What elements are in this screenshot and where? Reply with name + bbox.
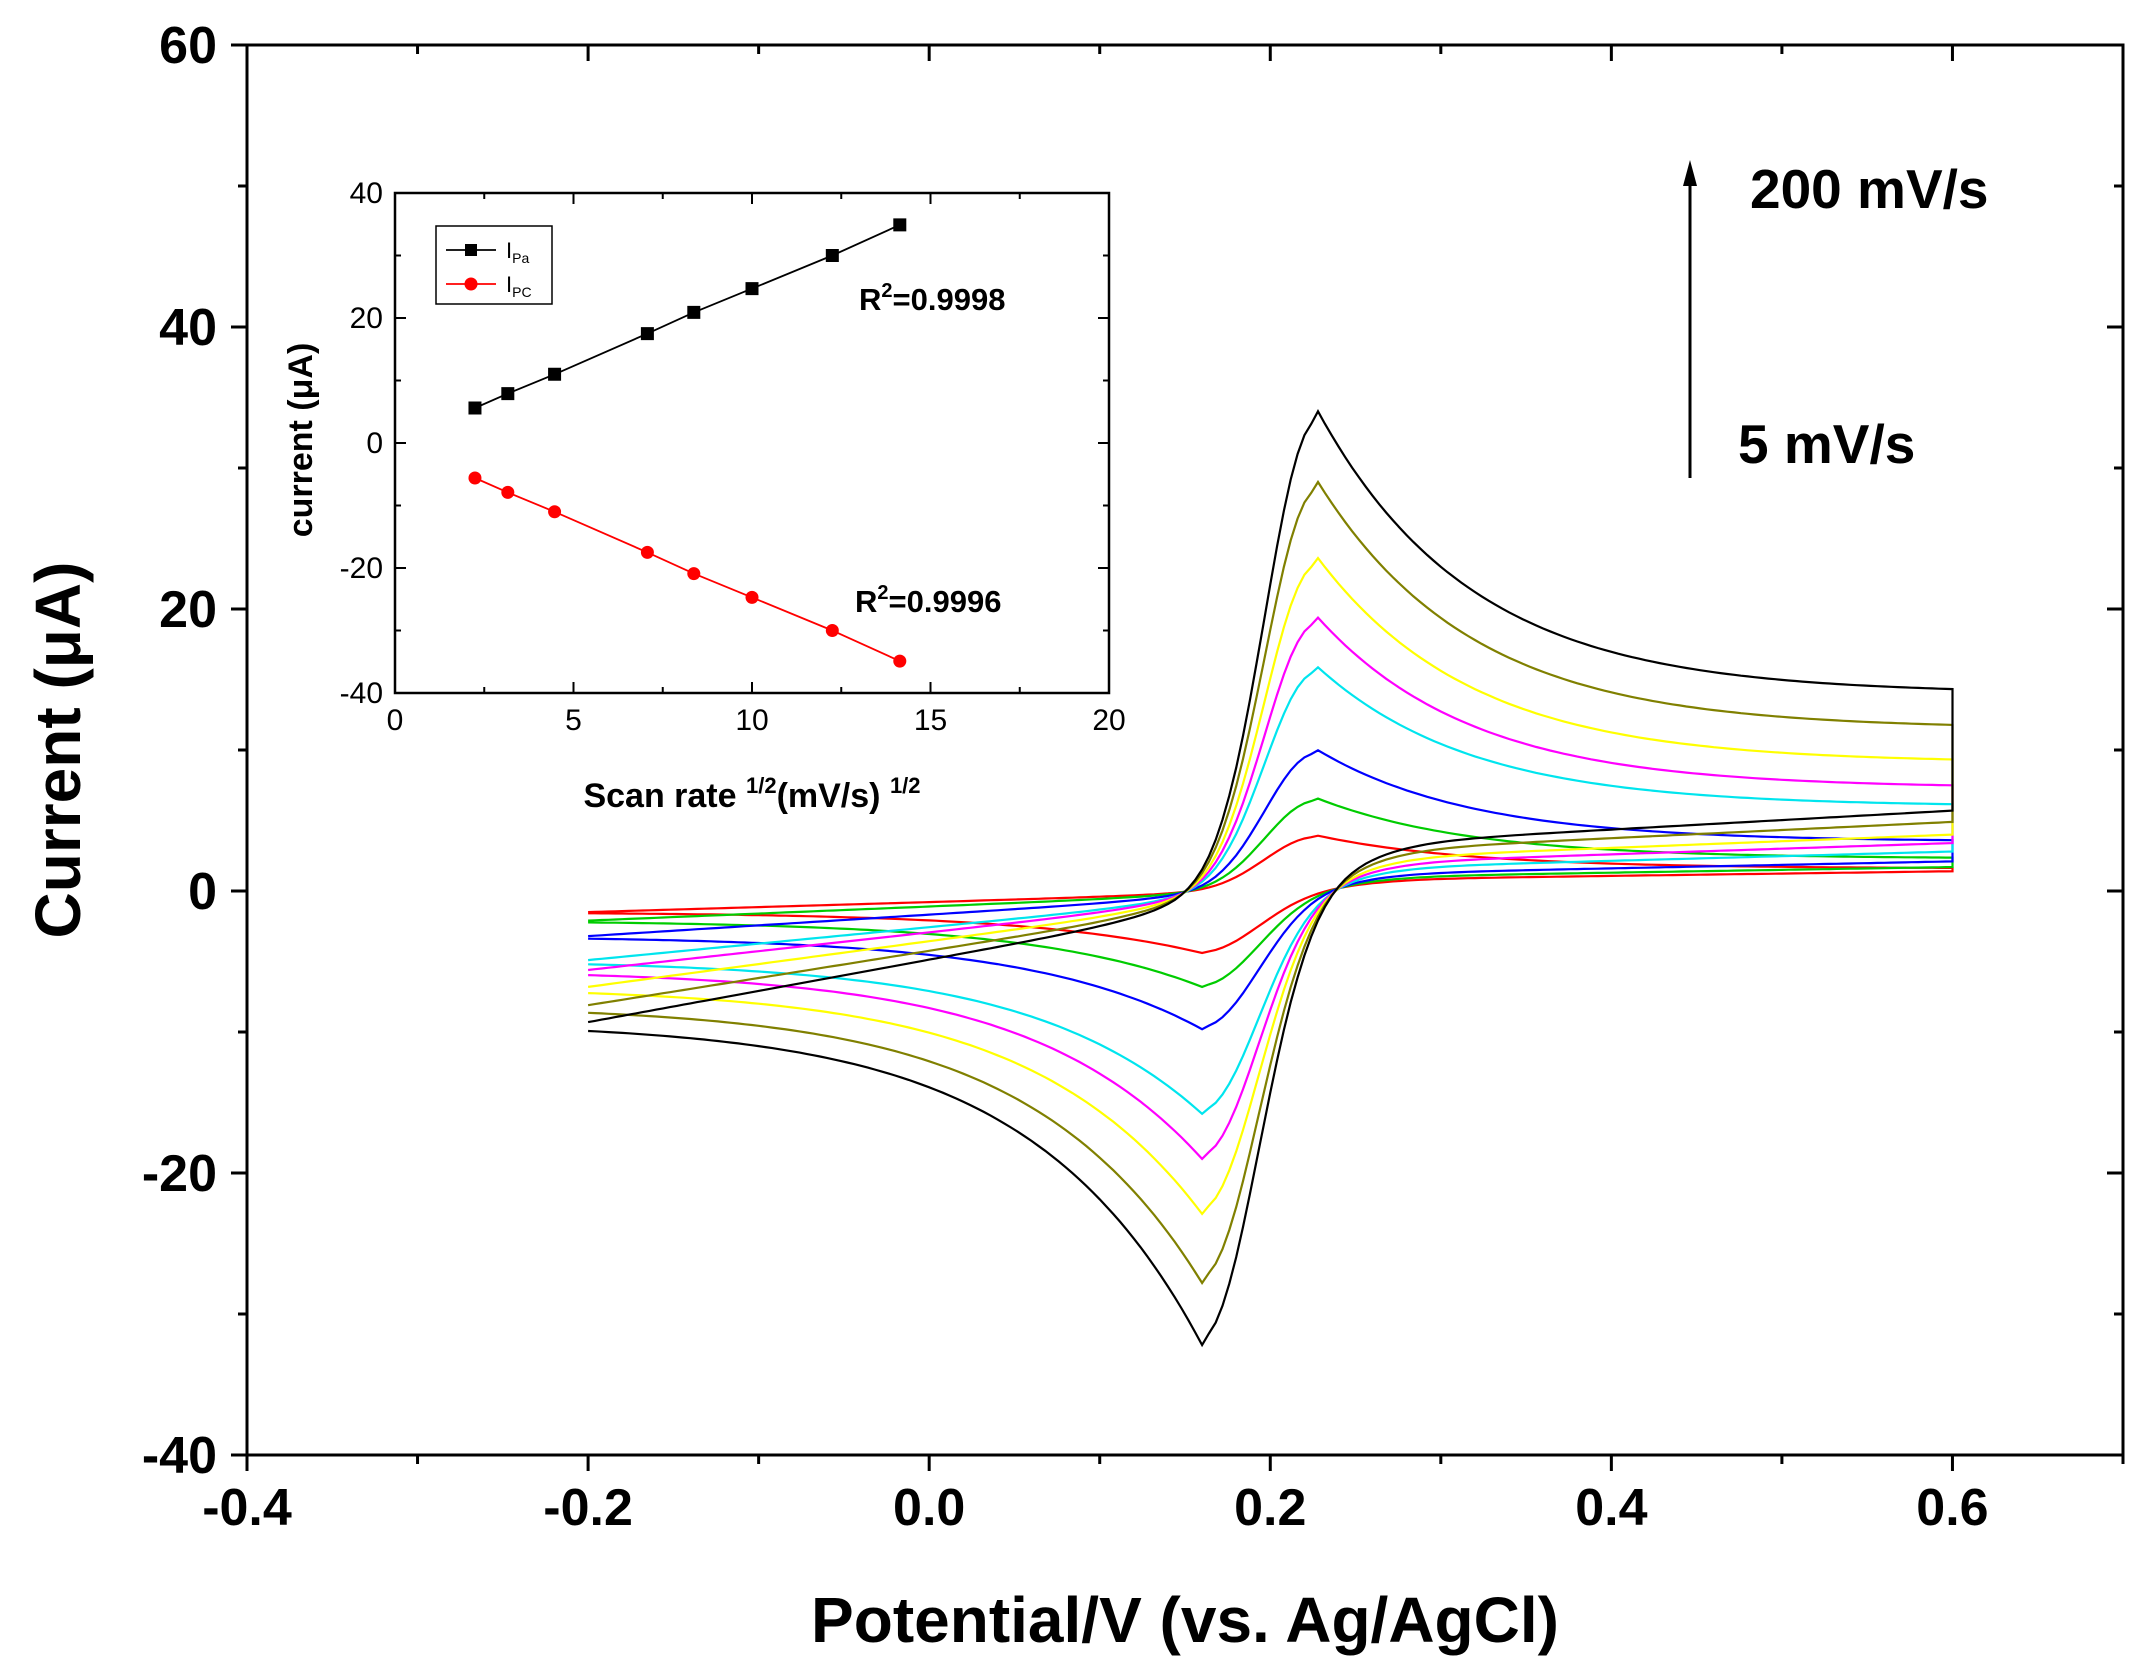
main-x-tick-label: 0.6	[1916, 1479, 1988, 1537]
scan-rate-arrow-head	[1683, 160, 1697, 186]
inset-point-IPC	[745, 590, 759, 604]
main-y-tick-label: 20	[159, 581, 217, 639]
inset-x-tick-label: 0	[387, 704, 404, 737]
main-y-tick-label: -40	[142, 1427, 217, 1485]
inset-point-IPC	[501, 485, 515, 499]
inset-point-IPC	[640, 545, 654, 559]
inset-point-IPC	[825, 624, 839, 637]
inset-line-IPC	[474, 477, 901, 662]
inset-x-tick-label: 15	[914, 704, 947, 737]
inset-point-IPC	[468, 471, 482, 485]
r2-ipc-annotation: R2=0.9996	[855, 582, 1001, 619]
inset-point-IPC	[548, 505, 562, 519]
main-cv-curves	[587, 408, 1954, 1348]
inset-point-IPa	[745, 282, 759, 296]
main-y-tick-label: 0	[188, 863, 217, 921]
inset-y-tick-label: 0	[366, 427, 383, 460]
main-x-tick-label: 0.0	[893, 1479, 965, 1537]
main-x-tick-label: 0.2	[1234, 1479, 1306, 1537]
inset-point-IPa	[893, 218, 907, 232]
legend-ipa-square-marker	[465, 244, 477, 256]
main-axis-tick-labels: -0.4 -0.2 0.0 0.2 0.4 0.6 -40 -20 0 20 40 60	[142, 17, 1989, 1537]
legend-ipc-circle-marker	[464, 277, 478, 291]
annotation-200-mvs: 200 mV/s	[1750, 158, 1989, 220]
inset-point-IPa	[468, 401, 482, 415]
inset-point-IPC	[893, 654, 907, 668]
inset-legend-box	[435, 225, 553, 305]
inset-point-IPa	[501, 387, 515, 401]
main-axis-ticks	[231, 43, 2125, 1471]
inset-axis-ticks	[394, 192, 1110, 694]
inset-series	[468, 218, 907, 668]
inset-line-IPa	[474, 224, 901, 409]
inset-point-IPa	[640, 327, 654, 341]
legend-ipa-label: IPa	[506, 238, 529, 266]
main-y-tick-label: 40	[159, 299, 217, 357]
annotation-5-mvs: 5 mV/s	[1738, 413, 1915, 475]
inset-point-IPa	[687, 305, 701, 319]
cv-curve-200-mV-s	[587, 408, 1954, 1348]
inset-point-IPC	[687, 567, 701, 581]
inset-x-axis-title: Scan rate 1/2(mV/s) 1/2	[583, 773, 920, 815]
main-x-tick-label: 0.4	[1575, 1479, 1647, 1537]
inset-x-tick-label: 20	[1092, 704, 1125, 737]
main-x-axis-title: Potential/V (vs. Ag/AgCl)	[811, 1584, 1559, 1656]
main-y-tick-label: -20	[142, 1145, 217, 1203]
inset-point-IPa	[548, 367, 562, 381]
inset-x-tick-label: 10	[735, 704, 768, 737]
inset-y-tick-label: 40	[350, 177, 383, 210]
r2-ipa-annotation: R2=0.9998	[859, 280, 1005, 317]
cv-curve-5-mV-s	[588, 834, 1954, 955]
main-x-tick-label: -0.2	[543, 1479, 633, 1537]
main-y-axis-title: Current (μA)	[22, 562, 94, 939]
legend-ipc-label: IPC	[506, 272, 532, 300]
main-y-tick-label: 60	[159, 17, 217, 75]
inset-y-tick-label: 20	[350, 302, 383, 335]
inset-axis-tick-labels: 0 5 10 15 20 -40 -20 0 20 40	[340, 177, 1126, 737]
main-x-tick-label: -0.4	[202, 1479, 292, 1537]
inset-x-tick-label: 5	[565, 704, 582, 737]
inset-y-tick-label: -20	[340, 552, 383, 585]
inset-y-tick-label: -40	[340, 677, 383, 710]
inset-point-IPa	[825, 249, 839, 262]
inset-y-axis-title: current (μA)	[282, 343, 320, 538]
inset-legend: IPa IPC	[435, 225, 553, 305]
